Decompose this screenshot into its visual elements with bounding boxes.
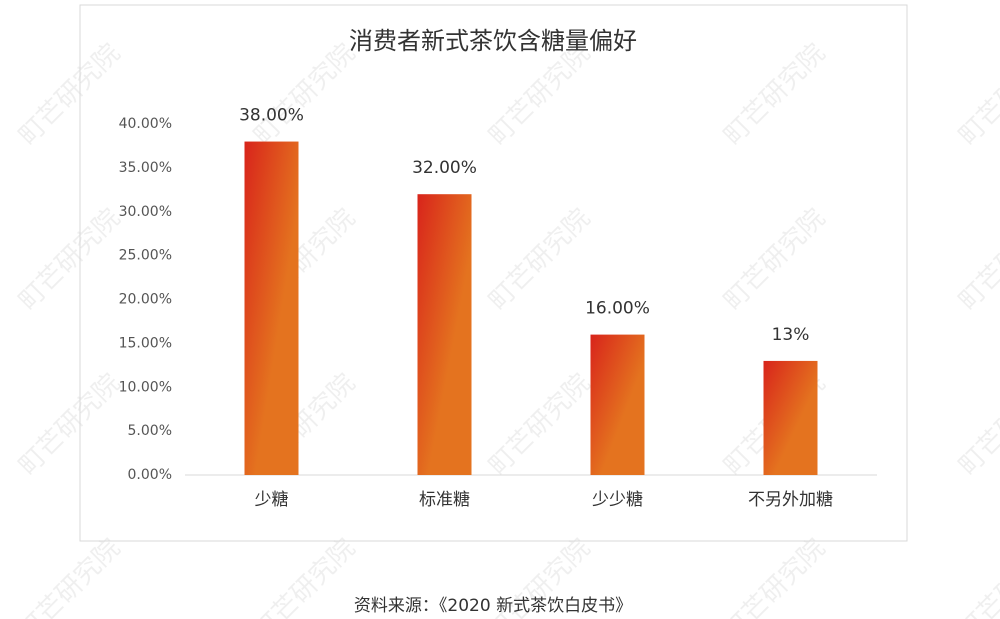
y-tick-label: 30.00% [119,204,172,220]
x-tick-label: 少糖 [255,490,289,510]
watermark: 町芒研究院 [483,203,596,316]
watermark: 町芒研究院 [953,533,1000,619]
watermark: 町芒研究院 [13,38,126,151]
watermark: 町芒研究院 [248,533,361,619]
watermark: 町芒研究院 [248,38,361,151]
watermark: 町芒研究院 [718,203,831,316]
data-label: 32.00% [412,158,477,178]
watermark: 町芒研究院 [718,38,831,151]
watermark: 町芒研究院 [13,368,126,481]
watermark: 町芒研究院 [13,533,126,619]
y-tick-label: 35.00% [119,160,172,176]
data-label: 38.00% [239,106,304,126]
bar [763,360,818,475]
data-label: 13% [772,325,810,345]
x-tick-label: 标准糖 [419,490,470,510]
watermark: 町芒研究院 [718,533,831,619]
watermark: 町芒研究院 [953,38,1000,151]
y-tick-label: 5.00% [128,423,172,439]
bar [244,141,299,476]
x-tick-label: 不另外加糖 [748,490,833,510]
y-tick-label: 15.00% [119,335,172,351]
chart-frame [79,4,908,542]
x-tick-label: 少少糖 [592,490,643,510]
y-tick-label: 25.00% [119,248,172,264]
bar [590,334,645,475]
y-tick-label: 10.00% [119,379,172,395]
y-tick-label: 40.00% [119,116,172,132]
y-tick-label: 20.00% [119,292,172,308]
y-tick-label: 0.00% [128,467,172,483]
source-note: 资料来源：《2020 新式茶饮白皮书》 [354,596,632,616]
bar [417,194,472,475]
watermark: 町芒研究院 [953,368,1000,481]
chart-title: 消费者新式茶饮含糖量偏好 [349,27,637,55]
data-label: 16.00% [585,299,650,319]
watermark: 町芒研究院 [953,203,1000,316]
watermark: 町芒研究院 [483,38,596,151]
watermark: 町芒研究院 [483,368,596,481]
watermark: 町芒研究院 [13,203,126,316]
